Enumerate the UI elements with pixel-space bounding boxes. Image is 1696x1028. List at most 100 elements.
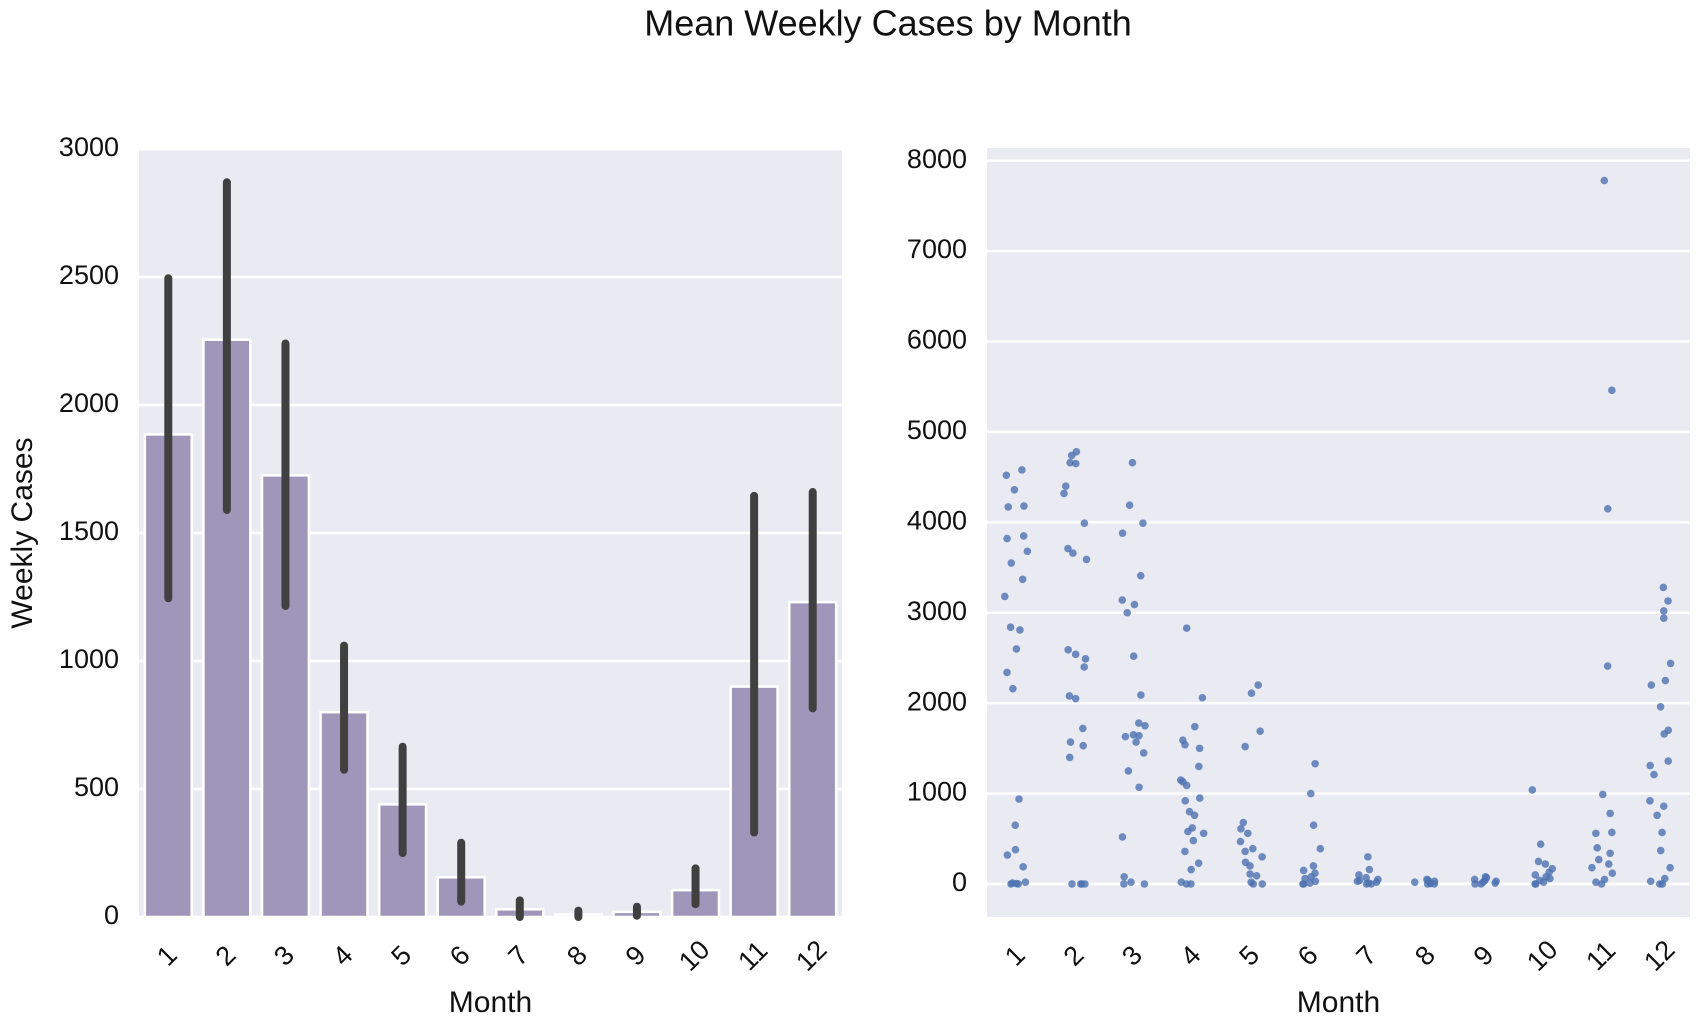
strip-point xyxy=(1608,828,1616,837)
strip-point xyxy=(1471,880,1479,888)
y-tick-label: 2000 xyxy=(907,686,967,716)
strip-point xyxy=(1653,811,1661,820)
strip-point xyxy=(1071,650,1080,659)
strip-point xyxy=(1247,689,1256,698)
x-tick-label: 6 xyxy=(444,940,476,972)
strip-point xyxy=(1021,878,1030,886)
y-tick-label: 1500 xyxy=(59,516,119,546)
x-tick-label: 8 xyxy=(1409,940,1441,972)
x-tick-label: 5 xyxy=(385,940,417,972)
x-tick-label: 5 xyxy=(1233,940,1265,972)
strip-point xyxy=(1531,871,1540,879)
y-tick-label: 0 xyxy=(952,867,967,897)
strip-point xyxy=(1477,880,1485,888)
strip-point xyxy=(1136,571,1145,580)
strip-point xyxy=(1011,845,1020,854)
x-tick-label: 1 xyxy=(999,940,1031,972)
strip-point xyxy=(1660,607,1668,615)
strip-point xyxy=(1125,501,1134,509)
strip-point xyxy=(1236,837,1245,846)
strip-point xyxy=(1187,880,1195,888)
strip-point xyxy=(1080,519,1089,528)
strip-point xyxy=(1139,519,1147,528)
y-tick-label: 4000 xyxy=(907,505,967,535)
strip-point xyxy=(1656,846,1665,855)
y-tick-label: 2500 xyxy=(59,260,119,290)
strip-point xyxy=(1071,694,1080,703)
strip-point xyxy=(1410,878,1419,886)
strip-point xyxy=(1184,827,1192,836)
strip-point xyxy=(1181,847,1189,856)
strip-point xyxy=(1249,880,1258,888)
strip-point xyxy=(1079,724,1087,733)
strip-point xyxy=(1182,624,1191,632)
strip-point xyxy=(1121,732,1130,741)
strip-point xyxy=(1064,544,1072,553)
strip-point xyxy=(1666,863,1674,872)
strip-point xyxy=(1241,742,1249,751)
strip-point xyxy=(1129,731,1138,739)
strip-point xyxy=(1118,529,1127,537)
x-tick-label: 12 xyxy=(790,934,832,976)
strip-point xyxy=(1536,840,1545,849)
x-tick-label: 8 xyxy=(561,940,593,972)
strip-point xyxy=(1003,851,1012,859)
strip-point xyxy=(1258,853,1266,861)
x-tick-label: 10 xyxy=(673,934,715,976)
x-tick-label: 2 xyxy=(210,940,242,972)
strip-point xyxy=(1128,458,1137,467)
strip-point xyxy=(1258,880,1267,888)
strip-point xyxy=(1603,504,1612,513)
strip-point xyxy=(1647,681,1656,689)
strip-point xyxy=(1134,719,1143,727)
strip-point xyxy=(1124,767,1133,775)
strip-point xyxy=(1190,811,1199,820)
strip-point xyxy=(1081,880,1089,888)
strip-point xyxy=(1061,482,1070,490)
y-tick-label: 6000 xyxy=(907,325,967,355)
x-tick-label: 9 xyxy=(620,940,652,972)
strip-point xyxy=(1246,862,1254,870)
strip-point xyxy=(1299,880,1307,888)
strip-point xyxy=(1120,880,1128,888)
strip-point xyxy=(1659,802,1668,811)
strip-point xyxy=(1306,879,1314,887)
strip-point xyxy=(1650,770,1658,779)
y-tick-label: 3000 xyxy=(59,132,119,162)
strip-point xyxy=(1195,744,1204,753)
strip-point xyxy=(1139,749,1148,757)
strip-point xyxy=(1541,860,1550,868)
strip-point xyxy=(1646,877,1655,886)
strip-point xyxy=(1254,681,1263,689)
strip-point xyxy=(1430,880,1439,888)
strip-point xyxy=(1603,662,1612,670)
strip-point xyxy=(1528,786,1537,794)
strip-point xyxy=(1135,731,1143,740)
strip-point xyxy=(1252,872,1261,880)
strip-point xyxy=(1646,761,1655,770)
strip-point xyxy=(1597,880,1606,888)
strip-point xyxy=(1660,730,1669,738)
strip-point xyxy=(1588,863,1596,872)
x-tick-label: 11 xyxy=(1580,935,1621,976)
strip-point xyxy=(1364,853,1372,861)
strip-point xyxy=(1316,844,1325,853)
strip-point xyxy=(1187,865,1195,874)
y-tick-label: 2000 xyxy=(59,388,119,418)
strip-point xyxy=(1353,877,1362,886)
strip-point xyxy=(1009,684,1017,693)
strip-point xyxy=(1241,847,1249,856)
strip-point xyxy=(1079,741,1087,750)
y-axis-label: Weekly Cases xyxy=(6,437,39,628)
strip-point xyxy=(1195,794,1204,802)
strip-point xyxy=(1593,844,1602,852)
strip-point xyxy=(1423,880,1432,888)
strip-point xyxy=(1066,458,1074,467)
strip-point xyxy=(1243,829,1252,838)
strip-point xyxy=(1014,880,1023,888)
strip-point xyxy=(1006,623,1015,632)
strip-point xyxy=(1007,559,1016,567)
strip-point xyxy=(1010,485,1019,494)
strip-point xyxy=(1002,471,1011,480)
